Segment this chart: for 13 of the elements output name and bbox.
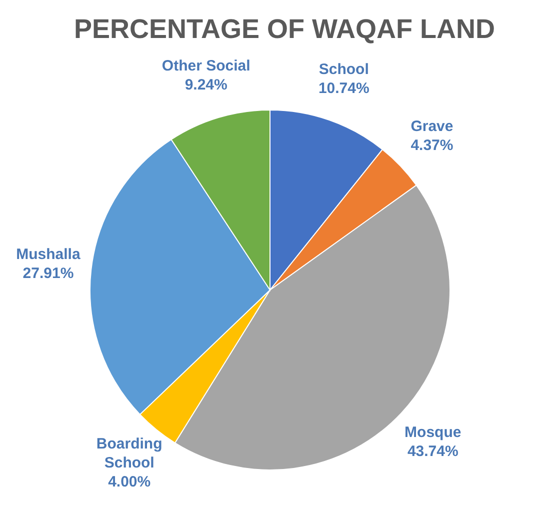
slice-label: Boarding School — [96, 435, 162, 472]
data-label: 9.24% — [184, 76, 228, 94]
slice-label: Other Social — [162, 58, 250, 75]
slice-label: Grave — [410, 118, 454, 135]
data-label: 27.91% — [22, 265, 74, 282]
data-label: 10.74% — [318, 80, 370, 97]
data-label: 4.37% — [410, 136, 454, 154]
data-label: 4.00% — [108, 473, 151, 490]
slice-label: School — [318, 60, 369, 78]
slice-label: Mushalla — [16, 246, 81, 264]
chart-title: PERCENTAGE OF WAQAF LAND — [74, 14, 495, 44]
slice-label: Mosque — [404, 424, 462, 442]
data-label: 43.74% — [407, 443, 458, 460]
